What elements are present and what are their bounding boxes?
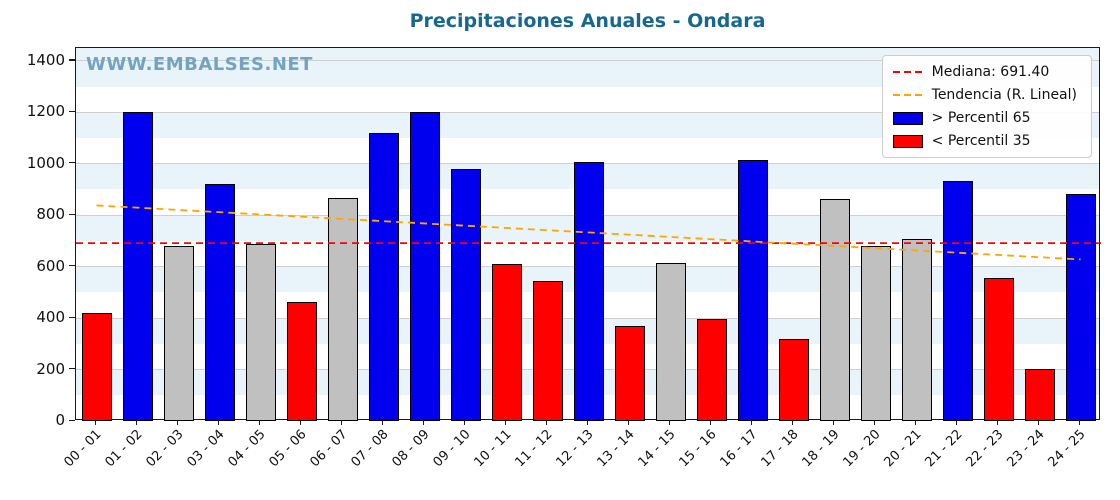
legend-item: Mediana: 691.40 <box>892 64 1077 80</box>
legend-label: > Percentil 65 <box>931 110 1031 126</box>
legend-label: Mediana: 691.40 <box>931 64 1050 80</box>
bar <box>532 280 563 421</box>
y-tick-label: 1400 <box>26 50 65 69</box>
y-tick-label: 1000 <box>26 153 65 172</box>
x-tick-mark <box>546 420 548 425</box>
legend-label: Tendencia (R. Lineal) <box>931 87 1077 103</box>
bar <box>122 112 153 421</box>
y-tick-mark <box>69 162 75 164</box>
x-tick-mark <box>710 420 712 425</box>
bar <box>245 243 276 421</box>
bar <box>737 159 768 421</box>
x-tick-mark <box>956 420 958 425</box>
bar <box>163 246 194 421</box>
y-tick-label: 1200 <box>26 102 65 121</box>
bar <box>983 278 1014 421</box>
x-tick-label: 24 - 25 <box>1044 427 1089 471</box>
x-tick-mark <box>177 420 179 425</box>
y-tick-mark <box>69 368 75 370</box>
bar <box>368 132 399 421</box>
y-tick-label: 400 <box>36 308 65 327</box>
x-tick-mark <box>997 420 999 425</box>
bar <box>491 264 522 421</box>
x-tick-mark <box>915 420 917 425</box>
x-tick-mark <box>464 420 466 425</box>
y-tick-mark <box>69 213 75 215</box>
plot-area: WWW.EMBALSES.NET Mediana: 691.40 Tendenci… <box>75 47 1101 421</box>
bar <box>819 198 850 421</box>
x-tick-mark <box>259 420 261 425</box>
legend: Mediana: 691.40 Tendencia (R. Lineal) > Pe… <box>881 55 1092 158</box>
bar <box>860 246 891 421</box>
bar <box>778 338 809 421</box>
trend-line-swatch <box>892 93 923 97</box>
bar <box>81 312 112 421</box>
percentil-65-swatch <box>892 111 923 125</box>
x-tick-mark <box>423 420 425 425</box>
legend-item: Tendencia (R. Lineal) <box>892 87 1077 103</box>
bar <box>450 168 481 421</box>
x-tick-mark <box>874 420 876 425</box>
y-tick-label: 0 <box>55 411 65 429</box>
x-tick-mark <box>300 420 302 425</box>
x-tick-mark <box>751 420 753 425</box>
bar <box>655 262 686 421</box>
x-tick-mark <box>587 420 589 425</box>
x-tick-mark <box>628 420 630 425</box>
bar <box>901 238 932 421</box>
x-tick-mark <box>792 420 794 425</box>
bar <box>614 325 645 421</box>
bar <box>942 181 973 421</box>
x-tick-mark <box>669 420 671 425</box>
x-tick-mark <box>1038 420 1040 425</box>
x-tick-mark <box>1079 420 1081 425</box>
legend-item: > Percentil 65 <box>892 110 1077 126</box>
x-tick-mark <box>505 420 507 425</box>
y-tick-label: 800 <box>36 205 65 224</box>
x-tick-mark <box>341 420 343 425</box>
gridline <box>76 111 1099 113</box>
x-tick-mark <box>136 420 138 425</box>
gridline <box>76 60 1099 62</box>
y-tick-mark <box>69 419 75 421</box>
y-tick-label: 600 <box>36 256 65 275</box>
bar <box>573 162 604 421</box>
bar <box>1065 193 1096 421</box>
bar <box>696 319 727 421</box>
legend-item: < Percentil 35 <box>892 133 1077 149</box>
x-tick-mark <box>218 420 220 425</box>
percentil-35-swatch <box>892 134 923 148</box>
bar <box>409 112 440 421</box>
y-tick-mark <box>69 110 75 112</box>
x-tick-mark <box>833 420 835 425</box>
watermark: WWW.EMBALSES.NET <box>86 54 313 75</box>
bar <box>1024 368 1055 421</box>
median-line-swatch <box>892 70 923 74</box>
legend-label: < Percentil 35 <box>931 133 1031 149</box>
bar <box>204 184 235 421</box>
bar <box>327 197 358 421</box>
y-tick-mark <box>69 316 75 318</box>
y-tick-mark <box>69 265 75 267</box>
chart-title: Precipitaciones Anuales - Ondara <box>409 10 766 32</box>
x-tick-mark <box>95 420 97 425</box>
y-tick-mark <box>69 59 75 61</box>
x-tick-mark <box>382 420 384 425</box>
y-tick-label: 200 <box>36 359 65 378</box>
bar <box>286 302 317 421</box>
